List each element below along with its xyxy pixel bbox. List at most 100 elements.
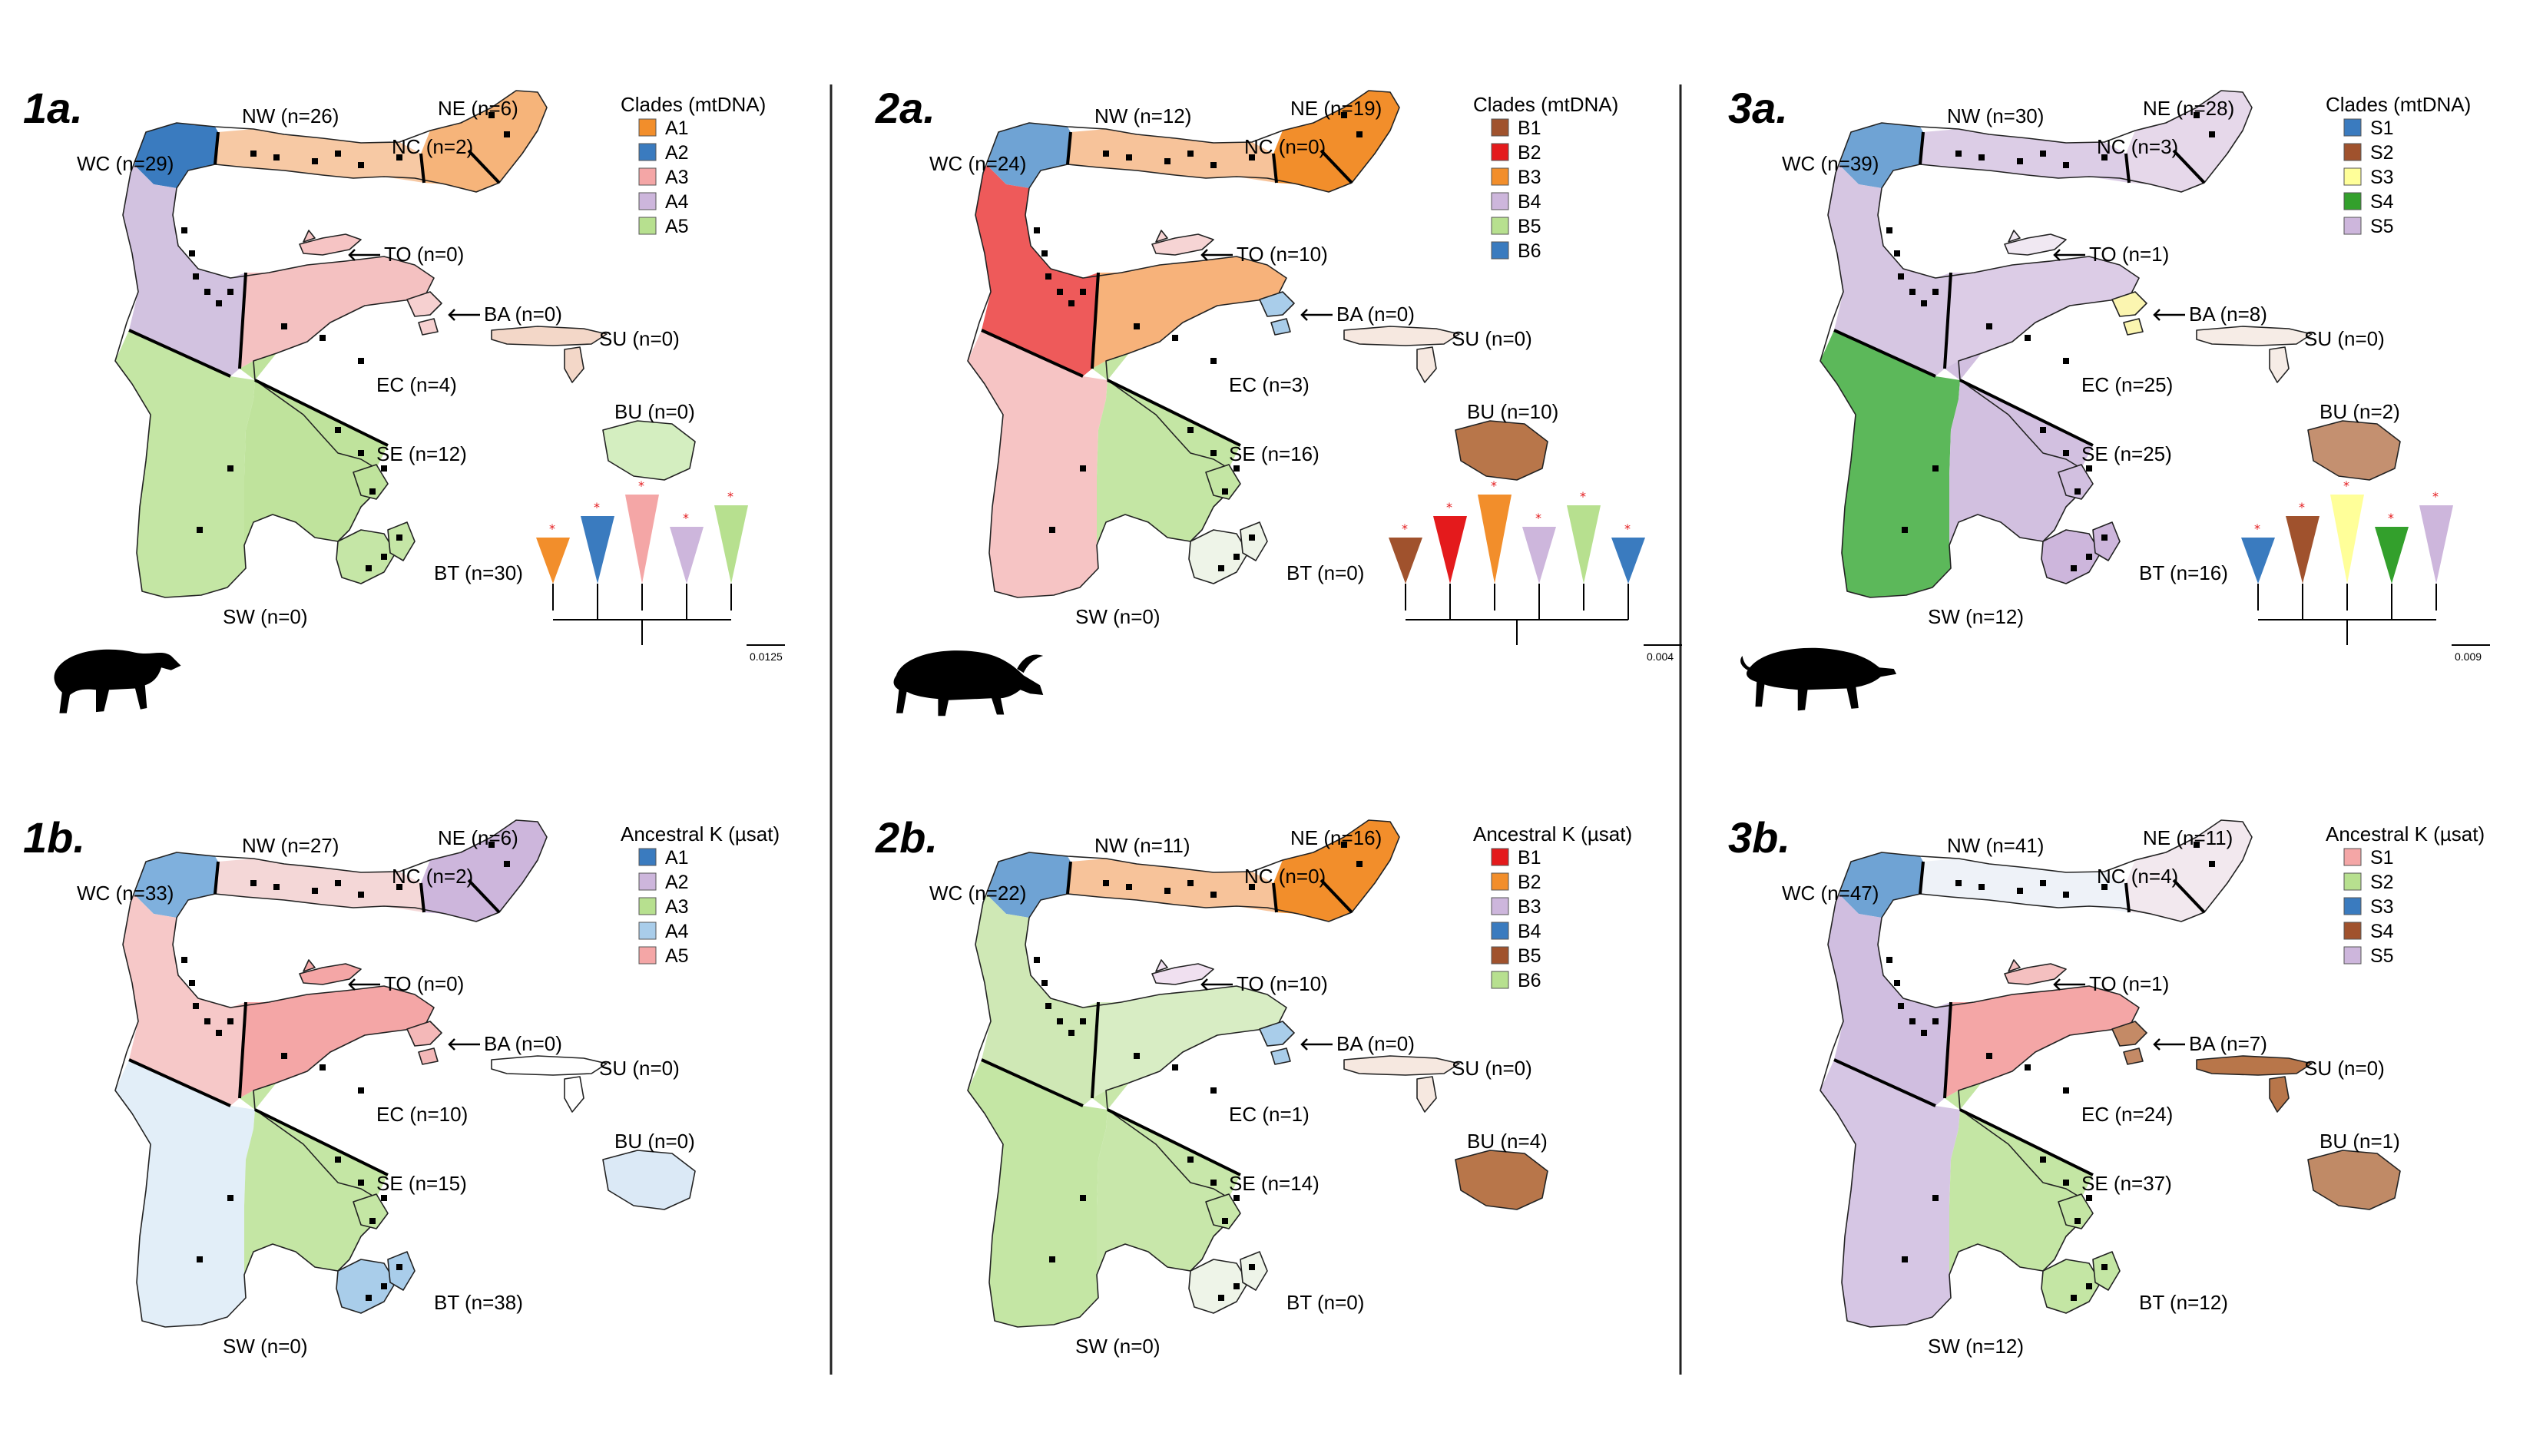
legend-swatch: [638, 946, 657, 965]
island-ba: [1270, 318, 1291, 336]
arrow-to: [1200, 978, 1233, 991]
legend-swatch: [638, 192, 657, 210]
legend-swatch: [2343, 192, 2362, 210]
region-label-ec: EC (n=3): [1229, 373, 1310, 396]
sample-point: [1233, 554, 1240, 560]
legend-swatch: [2343, 922, 2362, 940]
island-bt: [1188, 1259, 1249, 1314]
legend-item-label: A5: [665, 216, 689, 237]
boundary-line: [254, 379, 389, 447]
clade-triangle: [2286, 516, 2319, 584]
region-label-sw: SW (n=12): [1928, 605, 2024, 628]
region-label-ba: BA (n=0): [1336, 1032, 1415, 1055]
sample-point: [1187, 880, 1194, 886]
region-sw: [115, 1060, 255, 1327]
sample-point: [335, 1157, 341, 1163]
island-su: [2269, 1076, 2290, 1113]
sample-point: [1249, 1264, 1255, 1270]
support-star: *: [1491, 478, 1497, 493]
island-su: [2269, 346, 2290, 383]
region-se: [244, 1110, 388, 1275]
sample-points: [181, 842, 510, 1301]
sample-point: [381, 1195, 387, 1201]
legend: Ancestral K (µsat)A1 A2 A3 A4 A5: [621, 822, 780, 967]
island-su: [564, 1076, 584, 1113]
sample-point: [1034, 957, 1040, 963]
island-to: [303, 959, 316, 972]
region-label-ec: EC (n=24): [2081, 1103, 2173, 1126]
boundary-line: [1833, 1058, 1936, 1107]
sample-point: [2063, 892, 2069, 898]
boundary-line: [981, 329, 1084, 378]
boundary-line: [1107, 1108, 1241, 1176]
region-label-nw: NW (n=26): [242, 104, 339, 127]
region-label-ec: EC (n=25): [2081, 373, 2173, 396]
legend-swatch: [2343, 217, 2362, 235]
arrow-to: [348, 978, 380, 991]
island-se: [2058, 464, 2094, 500]
legend-item-label: A4: [665, 191, 689, 213]
region-label-su: SU (n=0): [1452, 1057, 1532, 1080]
sample-point: [381, 1283, 387, 1289]
boundary-line: [1943, 1001, 1952, 1099]
legend-title: Ancestral K (µsat): [1473, 822, 1632, 845]
support-star: *: [1580, 489, 1586, 504]
sample-point: [1356, 861, 1363, 867]
sample-point: [1902, 1256, 1908, 1262]
region-boundaries: [128, 861, 501, 1176]
region-label-su: SU (n=0): [2304, 1057, 2385, 1080]
sample-point: [381, 554, 387, 560]
legend-item-label: B2: [1518, 872, 1541, 893]
sample-point: [2071, 565, 2077, 571]
boundary-line: [1959, 1108, 2094, 1176]
region-boundaries: [1833, 861, 2206, 1176]
legend-swatch: [1491, 872, 1509, 891]
island-su: [564, 346, 584, 383]
pig-silhouette: [1740, 647, 1897, 711]
legend-item-label: B3: [1518, 896, 1541, 918]
sample-point: [216, 1030, 222, 1036]
region-se: [1945, 1083, 1982, 1110]
arrow-to: [1200, 249, 1233, 261]
island-bu: [1455, 1150, 1548, 1210]
sample-point: [335, 151, 341, 157]
sample-point: [227, 1195, 233, 1201]
region-label-bu: BU (n=10): [1467, 400, 1558, 423]
support-star: *: [1446, 500, 1452, 515]
island-ba: [1259, 291, 1295, 317]
sample-points: [1886, 112, 2215, 571]
islands: [1151, 230, 1548, 584]
region-label-su: SU (n=0): [1452, 327, 1532, 350]
region-label-ba: BA (n=0): [484, 1032, 562, 1055]
support-star: *: [727, 489, 733, 504]
region-label-bt: BT (n=12): [2139, 1291, 2228, 1314]
legend-swatch: [638, 167, 657, 186]
sample-point: [396, 884, 402, 890]
sample-point: [2040, 880, 2046, 886]
island-bt: [2041, 1259, 2101, 1314]
island-su: [1343, 326, 1460, 346]
region-wc: [975, 165, 1098, 376]
island-bt: [336, 529, 396, 584]
boundary-line: [2172, 149, 2206, 184]
sample-point: [1045, 273, 1051, 280]
boundary-line: [214, 861, 220, 895]
region-boundaries: [981, 131, 1353, 447]
region-sw: [115, 330, 255, 597]
sample-point: [227, 289, 233, 295]
region-label-ne: NE (n=6): [438, 97, 518, 120]
region-label-to: TO (n=0): [384, 972, 464, 995]
sample-point: [1164, 158, 1171, 164]
boundary-line: [419, 882, 425, 913]
support-star: *: [1624, 521, 1631, 536]
sample-point: [1187, 427, 1194, 433]
island-to: [1155, 230, 1168, 243]
boundary-line: [1272, 882, 1278, 913]
legend-swatch: [2343, 118, 2362, 137]
region-label-ba: BA (n=0): [484, 303, 562, 326]
boundary-line: [1091, 272, 1100, 369]
island-bu: [602, 420, 696, 481]
island-to: [1151, 233, 1214, 256]
region-ne: [1273, 820, 1399, 922]
region-sw: [1820, 330, 1960, 597]
